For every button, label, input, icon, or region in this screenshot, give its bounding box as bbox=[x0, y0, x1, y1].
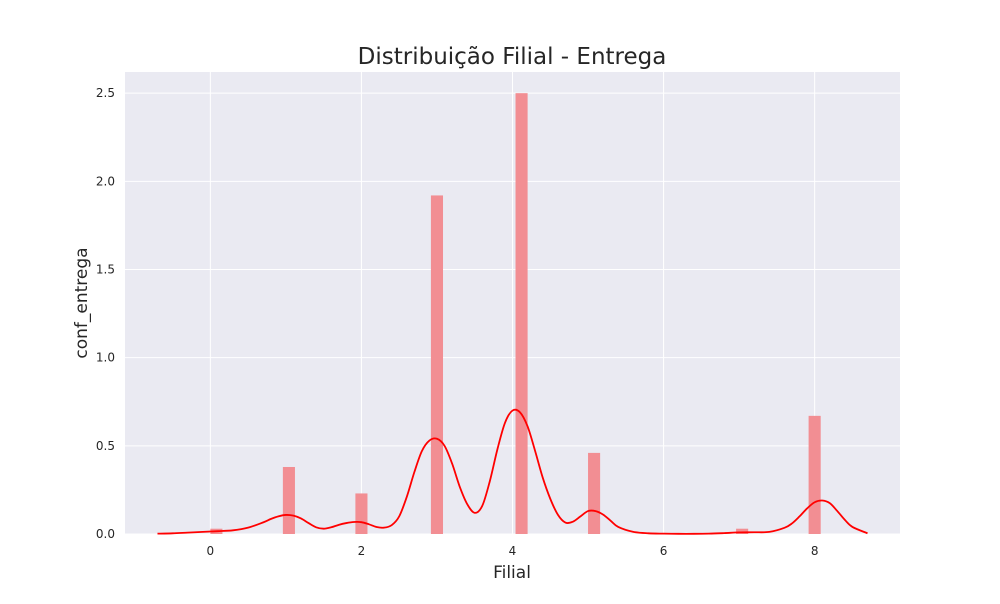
y-axis-label: conf_entrega bbox=[72, 247, 92, 358]
x-axis-label: Filial bbox=[493, 563, 531, 583]
y-tick-label-5: 2.5 bbox=[96, 86, 115, 100]
grid-lines bbox=[125, 72, 900, 535]
histogram-bar-1 bbox=[282, 466, 295, 534]
y-tick-labels: 0.0 0.5 1.0 1.5 2.0 2.5 bbox=[96, 86, 115, 541]
histogram-bar-7 bbox=[808, 415, 821, 534]
y-tick-label-1: 0.5 bbox=[96, 439, 115, 453]
histogram-bars bbox=[210, 93, 821, 534]
histogram-bar-3 bbox=[430, 195, 444, 534]
x-tick-label-3: 6 bbox=[660, 544, 668, 558]
histogram-bar-4 bbox=[515, 93, 528, 534]
x-tick-label-0: 0 bbox=[207, 544, 215, 558]
x-tick-label-4: 8 bbox=[811, 544, 819, 558]
histogram-bar-2 bbox=[355, 493, 368, 534]
chart-title: Distribuição Filial - Entrega bbox=[358, 44, 667, 70]
x-tick-labels: 0 2 4 6 8 bbox=[207, 544, 819, 558]
y-tick-label-0: 0.0 bbox=[96, 527, 115, 541]
y-tick-label-3: 1.5 bbox=[96, 262, 115, 276]
y-tick-label-4: 2.0 bbox=[96, 174, 115, 188]
y-tick-label-2: 1.0 bbox=[96, 351, 115, 365]
x-tick-label-1: 2 bbox=[358, 544, 366, 558]
histogram-bar-5 bbox=[588, 452, 601, 534]
histogram-bar-6 bbox=[736, 528, 749, 534]
kde-line bbox=[157, 408, 868, 535]
x-tick-label-2: 4 bbox=[509, 544, 517, 558]
